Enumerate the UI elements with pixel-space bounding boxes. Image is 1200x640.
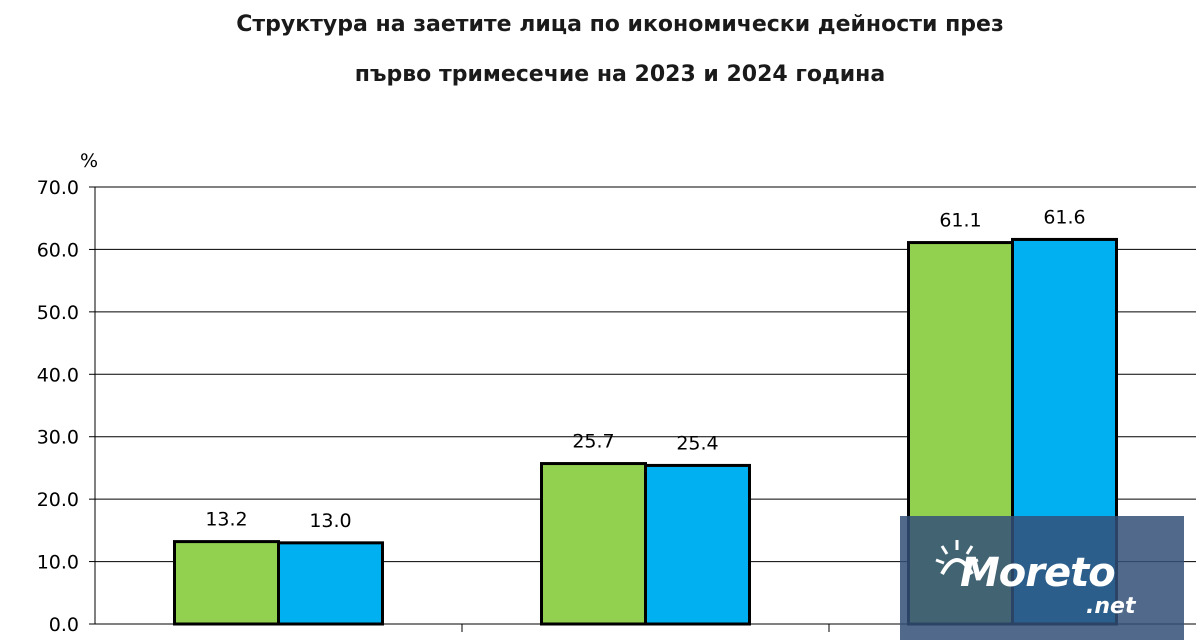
y-tick-label: 60.0 bbox=[37, 239, 79, 261]
chart-subtitle: първо тримесечие на 2023 и 2024 година bbox=[354, 62, 886, 87]
sun-icon bbox=[935, 540, 979, 575]
data-label: 61.1 bbox=[939, 210, 981, 232]
y-tick-label: 70.0 bbox=[37, 177, 79, 199]
bar bbox=[540, 462, 647, 626]
watermark-brand: Moreto bbox=[960, 550, 1116, 596]
data-label: 13.2 bbox=[205, 509, 247, 531]
bar bbox=[277, 541, 384, 626]
y-tick-label: 20.0 bbox=[37, 489, 79, 511]
y-axis-unit: % bbox=[80, 150, 98, 172]
y-tick-label: 10.0 bbox=[37, 552, 79, 574]
y-tick-label: 50.0 bbox=[37, 302, 79, 324]
data-label: 25.4 bbox=[676, 432, 718, 454]
chart-title: Структура на заетите лица по икономическ… bbox=[236, 12, 1004, 37]
y-tick-label: 30.0 bbox=[37, 427, 79, 449]
watermark-domain: .net bbox=[1086, 594, 1136, 619]
data-label: 61.6 bbox=[1043, 206, 1085, 228]
y-tick-label: 40.0 bbox=[37, 364, 79, 386]
data-label: 25.7 bbox=[572, 431, 614, 453]
bar bbox=[173, 540, 280, 626]
bar bbox=[644, 463, 751, 626]
y-tick-label: 0.0 bbox=[49, 614, 79, 636]
moreto-watermark: Moreto .net bbox=[900, 516, 1184, 640]
data-label: 13.0 bbox=[309, 510, 351, 532]
